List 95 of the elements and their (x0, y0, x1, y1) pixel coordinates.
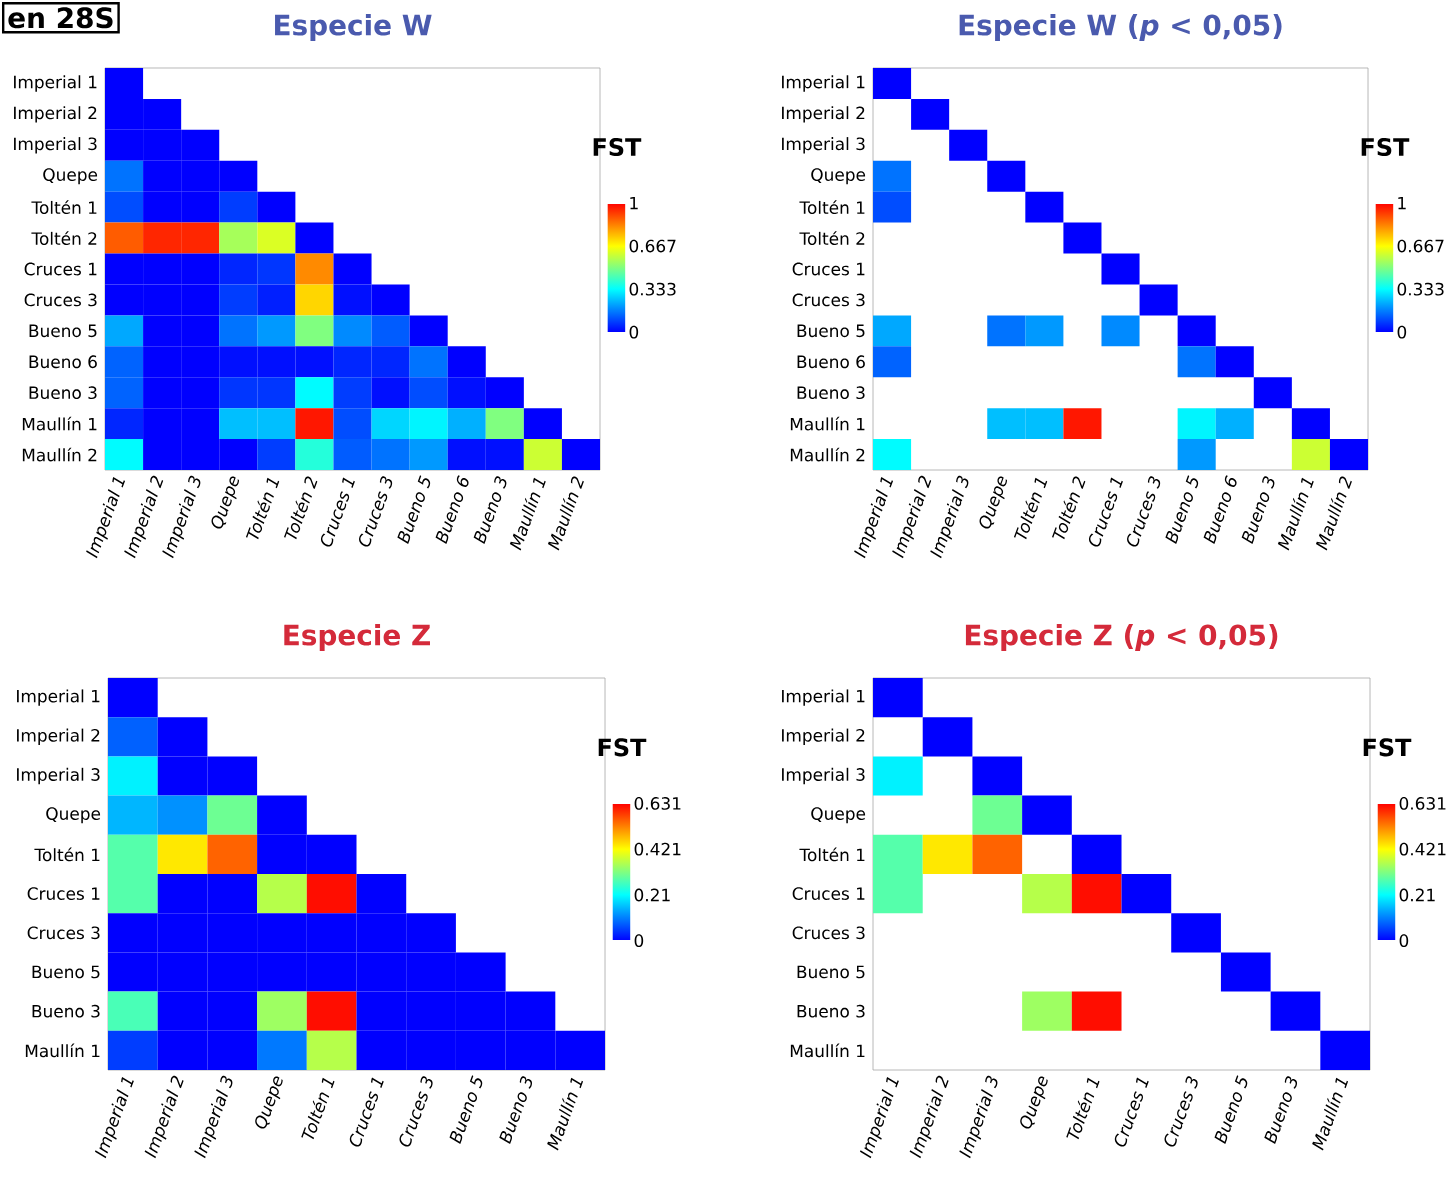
x-tick-label: Quepe (255, 1076, 283, 1129)
y-tick-label: Bueno 5 (29, 324, 97, 338)
x-tick-label: Toltén 1 (1013, 477, 1048, 540)
y-tick-label: Cruces 3 (24, 293, 97, 307)
color-bar-label: 0 (1399, 934, 1409, 948)
x-tick-label: Bueno 5 (1165, 475, 1199, 545)
y-tick-label: Bueno 3 (797, 1004, 865, 1018)
y-tick-label: Imperial 1 (782, 689, 865, 706)
color-bar-label: 0.333 (629, 282, 676, 296)
y-tick-label: Quepe (811, 168, 866, 185)
y-tick-label: Toltén 2 (799, 231, 865, 245)
y-tick-label: Imperial 2 (14, 106, 97, 123)
y-tick-label: Quepe (43, 168, 98, 185)
chart-title: Especie Z (p < 0,05) (965, 624, 1278, 652)
y-tick-label: Imperial 2 (782, 728, 865, 746)
x-tick-label: Quepe (1020, 1076, 1048, 1129)
x-tick-label: Cruces 1 (1114, 1077, 1149, 1147)
color-bar-label: 0.631 (1399, 797, 1446, 810)
x-tick-label: Bueno 3 (1264, 1076, 1298, 1145)
y-tick-label: Toltén 1 (34, 847, 100, 862)
color-bar-label: 1 (630, 196, 638, 210)
color-bar-label: 0.667 (1397, 239, 1444, 253)
color-bar-title: FST (1363, 738, 1412, 757)
chart-title: Especie W (p < 0,05) (959, 14, 1282, 42)
y-tick-label: Toltén 1 (31, 200, 97, 215)
color-bar-label: 0.421 (634, 842, 681, 856)
x-tick-label: Bueno 3 (499, 1076, 533, 1145)
y-tick-label: Imperial 1 (17, 689, 100, 706)
y-tick-label: Maullín 1 (790, 1043, 865, 1058)
x-tick-label: Quepe (979, 476, 1007, 529)
y-tick-label: Bueno 5 (797, 324, 865, 338)
color-bar-title: FST (598, 738, 647, 757)
y-tick-label: Maullín 2 (790, 447, 865, 462)
y-tick-label: Quepe (46, 807, 101, 824)
y-tick-label: Toltén 2 (31, 231, 97, 245)
y-tick-label: Cruces 3 (792, 926, 865, 940)
y-tick-label: Bueno 3 (797, 386, 865, 400)
color-bar-label: 0 (1397, 325, 1407, 339)
y-tick-label: Cruces 3 (792, 293, 865, 307)
x-tick-label: Quepe (211, 476, 239, 529)
x-tick-label: Bueno 3 (473, 476, 507, 545)
y-tick-label: Bueno 5 (797, 965, 865, 979)
x-tick-label: Bueno 6 (435, 475, 469, 545)
y-tick-label: Cruces 3 (27, 926, 100, 940)
color-bar-label: 0 (629, 325, 639, 339)
color-bar-title: FST (593, 137, 642, 157)
y-tick-label: Maullín 1 (22, 416, 97, 431)
x-tick-label: Toltén 1 (1066, 1077, 1100, 1140)
y-tick-label: Quepe (811, 807, 866, 824)
y-tick-label: Maullín 1 (790, 416, 865, 431)
color-bar-label: 0 (634, 934, 644, 948)
y-tick-label: Imperial 2 (17, 728, 100, 746)
x-tick-label: Bueno 6 (1203, 475, 1237, 545)
x-tick-label: Toltén 1 (301, 1077, 335, 1140)
y-tick-label: Bueno 6 (797, 355, 865, 369)
color-bar-label: 0.421 (1399, 842, 1446, 856)
y-tick-label: Bueno 3 (32, 1004, 100, 1018)
y-tick-label: Bueno 6 (29, 355, 97, 369)
color-bar-label: 1 (1398, 196, 1406, 210)
y-tick-label: Bueno 3 (29, 386, 97, 400)
y-tick-label: Toltén 1 (799, 847, 865, 862)
y-tick-label: Imperial 3 (782, 767, 865, 785)
y-tick-label: Cruces 1 (792, 262, 865, 276)
y-tick-label: Imperial 3 (14, 137, 97, 154)
color-bar-label: 0.667 (629, 239, 676, 253)
y-tick-label: Imperial 3 (782, 137, 865, 154)
x-tick-label: Bueno 5 (397, 475, 431, 545)
text: en 28S (8, 7, 113, 29)
x-tick-label: Toltén 1 (245, 477, 280, 540)
y-tick-label: Cruces 1 (27, 887, 100, 901)
x-tick-label: Bueno 3 (1241, 476, 1275, 545)
color-bar-title: FST (1361, 137, 1410, 157)
y-tick-label: Cruces 1 (792, 887, 865, 901)
y-tick-label: Bueno 5 (32, 965, 100, 979)
color-bar-label: 0.631 (634, 797, 681, 810)
y-tick-label: Maullín 1 (25, 1043, 100, 1058)
y-tick-label: Maullín 2 (22, 447, 97, 462)
y-tick-label: Imperial 1 (14, 75, 97, 92)
x-tick-label: Cruces 1 (1088, 477, 1123, 547)
x-tick-label: Bueno 5 (1214, 1075, 1248, 1145)
x-tick-label: Toltén 2 (284, 476, 318, 540)
color-bar-label: 0.21 (1399, 888, 1435, 902)
x-tick-label: Bueno 5 (449, 1075, 483, 1145)
chart-title: Especie W (275, 14, 432, 42)
y-tick-label: Imperial 3 (17, 767, 100, 785)
y-tick-label: Cruces 1 (24, 262, 97, 276)
color-bar-label: 0.21 (634, 888, 670, 902)
y-tick-label: Imperial 1 (782, 75, 865, 92)
x-tick-label: Toltén 2 (1052, 476, 1086, 540)
y-tick-label: Imperial 2 (782, 106, 865, 123)
chart-title: Especie Z (284, 624, 430, 652)
color-bar-label: 0.333 (1397, 282, 1444, 296)
x-tick-label: Cruces 1 (320, 477, 355, 547)
y-tick-label: Toltén 1 (799, 200, 865, 215)
x-tick-label: Cruces 3 (359, 476, 393, 547)
